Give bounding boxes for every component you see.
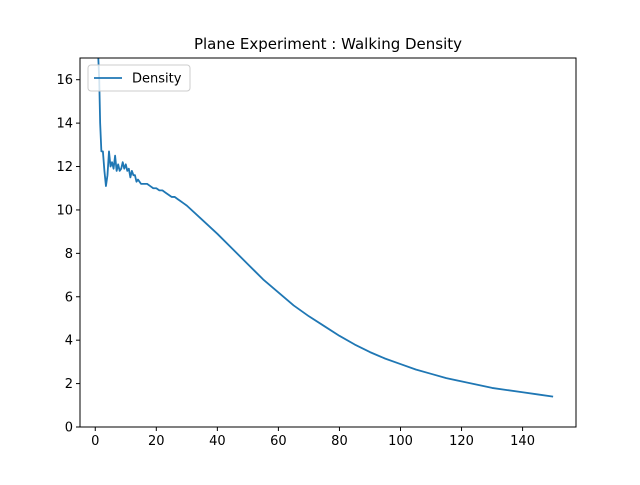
x-tick-label: 40 [209,434,226,449]
x-tick-label: 120 [449,434,474,449]
chart-title: Plane Experiment : Walking Density [194,35,462,53]
axes: 0 20 40 60 80 100 120 140 0 2 4 6 8 10 12 14 16 [56,57,577,449]
x-tick-label: 140 [510,434,535,449]
y-tick-label: 4 [65,334,73,349]
x-tick-label: 60 [270,434,287,449]
legend-box [87,64,191,92]
y-tick-label: 8 [65,247,73,262]
y-tick-label: 6 [65,290,73,305]
plot-area [97,58,554,398]
y-tick-label: 14 [56,117,73,132]
y-tick-label: 12 [56,160,73,175]
y-tick-label: 16 [56,73,73,88]
y-tick-label: 0 [65,421,73,436]
x-tick-label: 80 [331,434,348,449]
y-tick-label: 10 [56,203,73,218]
series-line-0 [97,58,554,398]
x-tick-label: 100 [388,434,413,449]
y-tick-label: 2 [65,377,73,392]
legend-label: Density [132,72,182,87]
legend: Density [87,64,191,92]
x-tick-label: 20 [148,434,165,449]
plot-frame [79,57,577,428]
x-tick-label: 0 [91,434,99,449]
